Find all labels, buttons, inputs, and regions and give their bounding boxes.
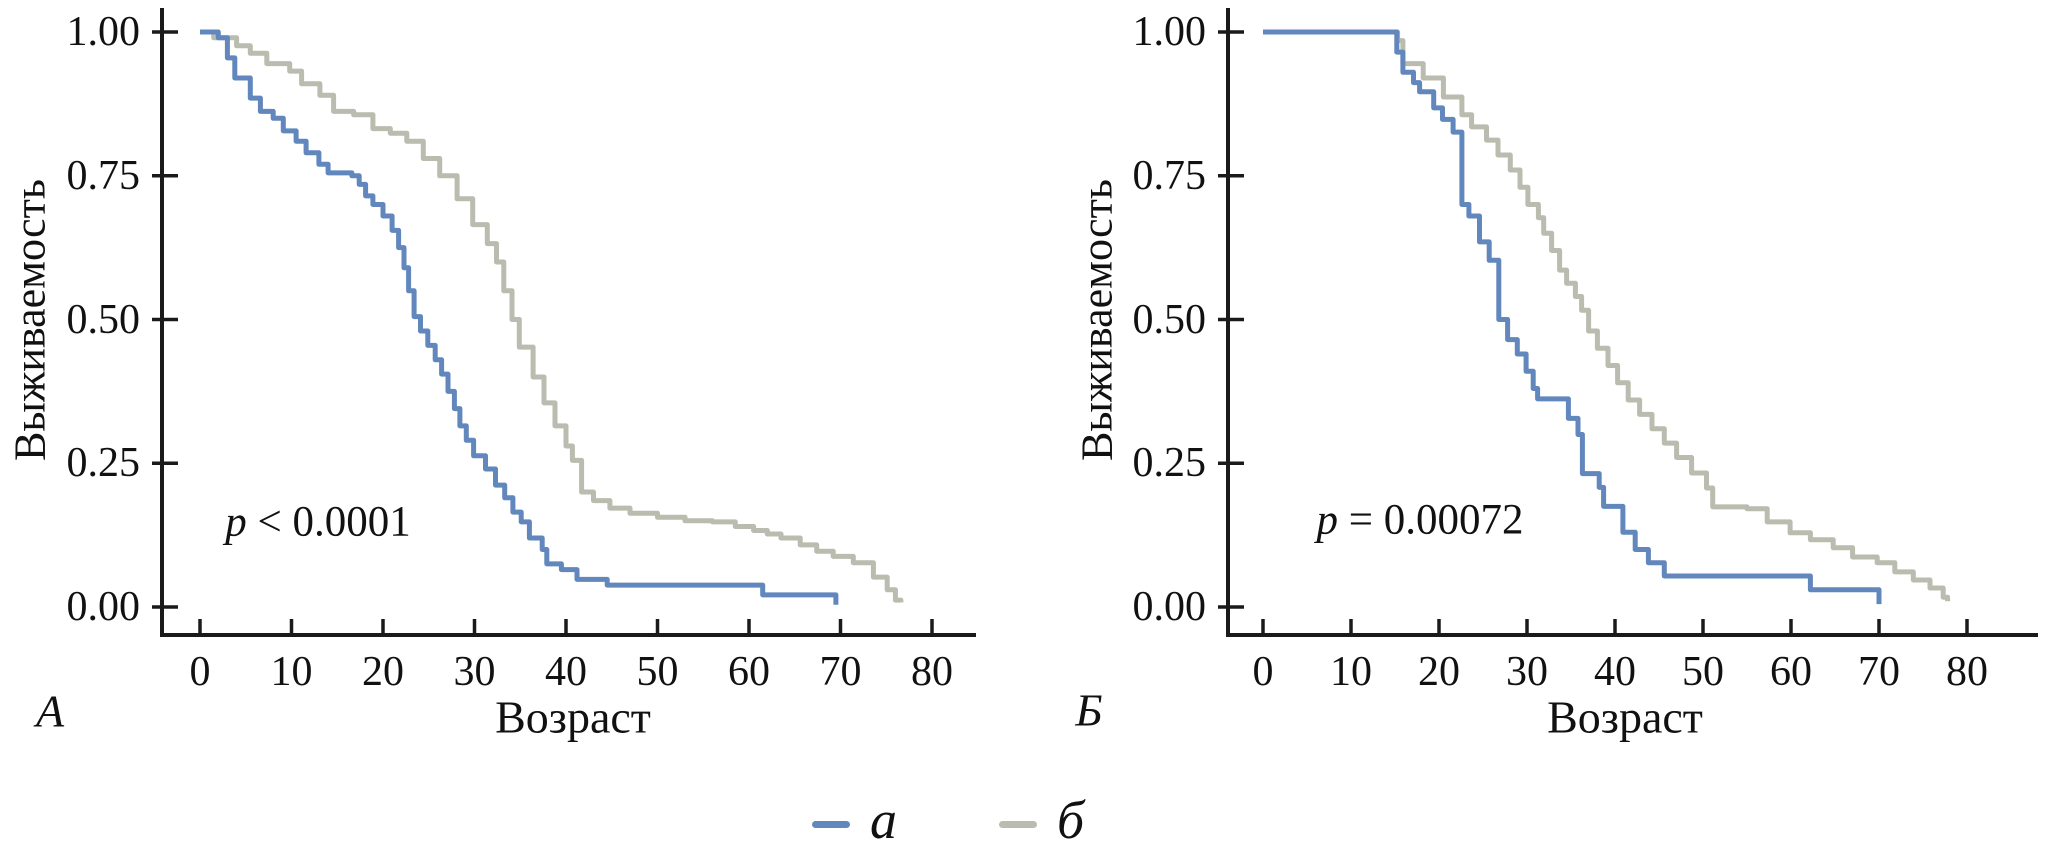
y-tick-label-panel-0: 1.00 [66,9,141,55]
series-а-panel-1 [1263,29,1882,605]
y-tick-label-panel-0: 0.25 [66,440,141,487]
x-tick-label-panel-0: 30 [453,649,496,695]
x-tick-label-panel-1: 80 [1946,649,1988,695]
axes-panel-1 [1226,8,2038,637]
x-tick-label-panel-1: 50 [1682,649,1724,695]
series-б-panel-1 [1263,29,1951,602]
legend-swatch-b [999,820,1037,828]
y-tick-label-panel-0: 0.50 [66,296,141,343]
x-tick-label-panel-1: 10 [1330,649,1372,695]
legend-label-a: а [870,790,897,845]
y-tick-label-panel-1: 0.00 [1132,584,1207,630]
x-tick-label-panel-1: 20 [1418,649,1460,695]
x-tick-label-panel-0: 80 [911,649,953,695]
y-tick-label-panel-1: 1.00 [1132,9,1207,55]
x-tick-label-panel-1: 0 [1252,649,1274,695]
series-а-panel-0 [200,29,839,605]
p-value-annotation-panel-a: p < 0.0001 [225,498,411,546]
x-tick-label-panel-0: 0 [189,649,211,695]
p-value-annotation-panel-b: p = 0.00072 [1316,496,1524,544]
y-tick-label-panel-0: 0.75 [66,152,141,199]
legend-item-a: а [812,790,897,845]
legend-item-b: б [999,790,1085,845]
x-axis-label-panel-a: Возраст [495,691,651,743]
x-tick-label-panel-0: 50 [636,649,679,695]
axes-panel-0 [160,8,976,637]
legend-swatch-a [812,820,850,828]
y-tick-label-panel-1: 0.75 [1132,152,1207,199]
x-axis-label-panel-b: Возраст [1547,691,1703,743]
x-tick-label-panel-1: 70 [1858,649,1900,695]
x-tick-label-panel-0: 70 [819,649,862,695]
x-tick-label-panel-0: 10 [270,649,313,695]
x-tick-label-panel-1: 60 [1770,649,1812,695]
series-б-panel-0 [200,29,904,603]
x-tick-label-panel-0: 60 [728,649,770,695]
x-tick-label-panel-0: 20 [362,649,404,695]
x-tick-label-panel-0: 40 [545,649,587,695]
y-tick-label-panel-1: 0.25 [1132,440,1207,487]
legend: а б [812,790,1085,845]
y-tick-label-panel-0: 0.00 [66,584,141,630]
x-tick-label-panel-1: 30 [1506,649,1548,695]
panel-letter-b: Б [1075,684,1103,736]
legend-label-b: б [1057,790,1085,845]
panel-letter-a: А [35,685,65,737]
y-tick-label-panel-1: 0.50 [1132,296,1207,343]
x-tick-label-panel-1: 40 [1594,649,1636,695]
